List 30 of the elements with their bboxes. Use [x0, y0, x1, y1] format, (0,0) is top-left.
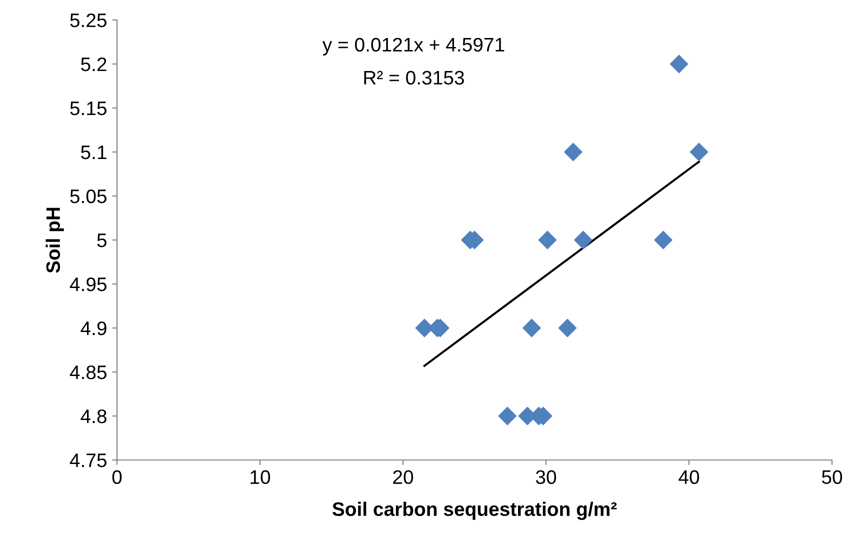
y-tick-label: 5.05 — [70, 189, 106, 204]
x-tick-label: 20 — [393, 470, 414, 484]
point — [690, 142, 708, 162]
x-tick-label: 0 — [112, 470, 122, 484]
y-tick-label: 5 — [97, 234, 106, 248]
y-tick-label: 5.25 — [70, 13, 106, 28]
point — [564, 142, 582, 162]
annotation: R² = 0.3153 — [364, 70, 464, 85]
point — [654, 230, 673, 250]
y-tick-label: 4.9 — [80, 321, 106, 336]
point — [574, 230, 592, 250]
y-tick-label: 4.8 — [80, 409, 106, 424]
point — [538, 230, 557, 250]
point — [498, 406, 517, 426]
y-tick-label: 5.2 — [81, 57, 106, 72]
x-tick-label: 40 — [678, 470, 700, 484]
y-tick-label: 5.15 — [70, 102, 106, 116]
annotation: y = 0.0121x + 4.5971 — [322, 38, 504, 56]
y-tick-label: 4.95 — [70, 277, 106, 292]
y-axis-title: Soil pH — [46, 208, 64, 273]
y-tick-label: 4.75 — [70, 454, 106, 468]
point — [558, 318, 577, 338]
x-tick-label: 30 — [536, 470, 556, 484]
point — [522, 318, 542, 338]
point — [670, 54, 688, 74]
y-tick-label: 5.1 — [81, 146, 106, 160]
x-axis-title: Soil carbon sequestration g/m² — [332, 502, 617, 520]
x-tick-label: 50 — [822, 470, 842, 484]
y-tick-label: 4.85 — [70, 365, 106, 380]
x-tick-label: 10 — [250, 470, 270, 484]
